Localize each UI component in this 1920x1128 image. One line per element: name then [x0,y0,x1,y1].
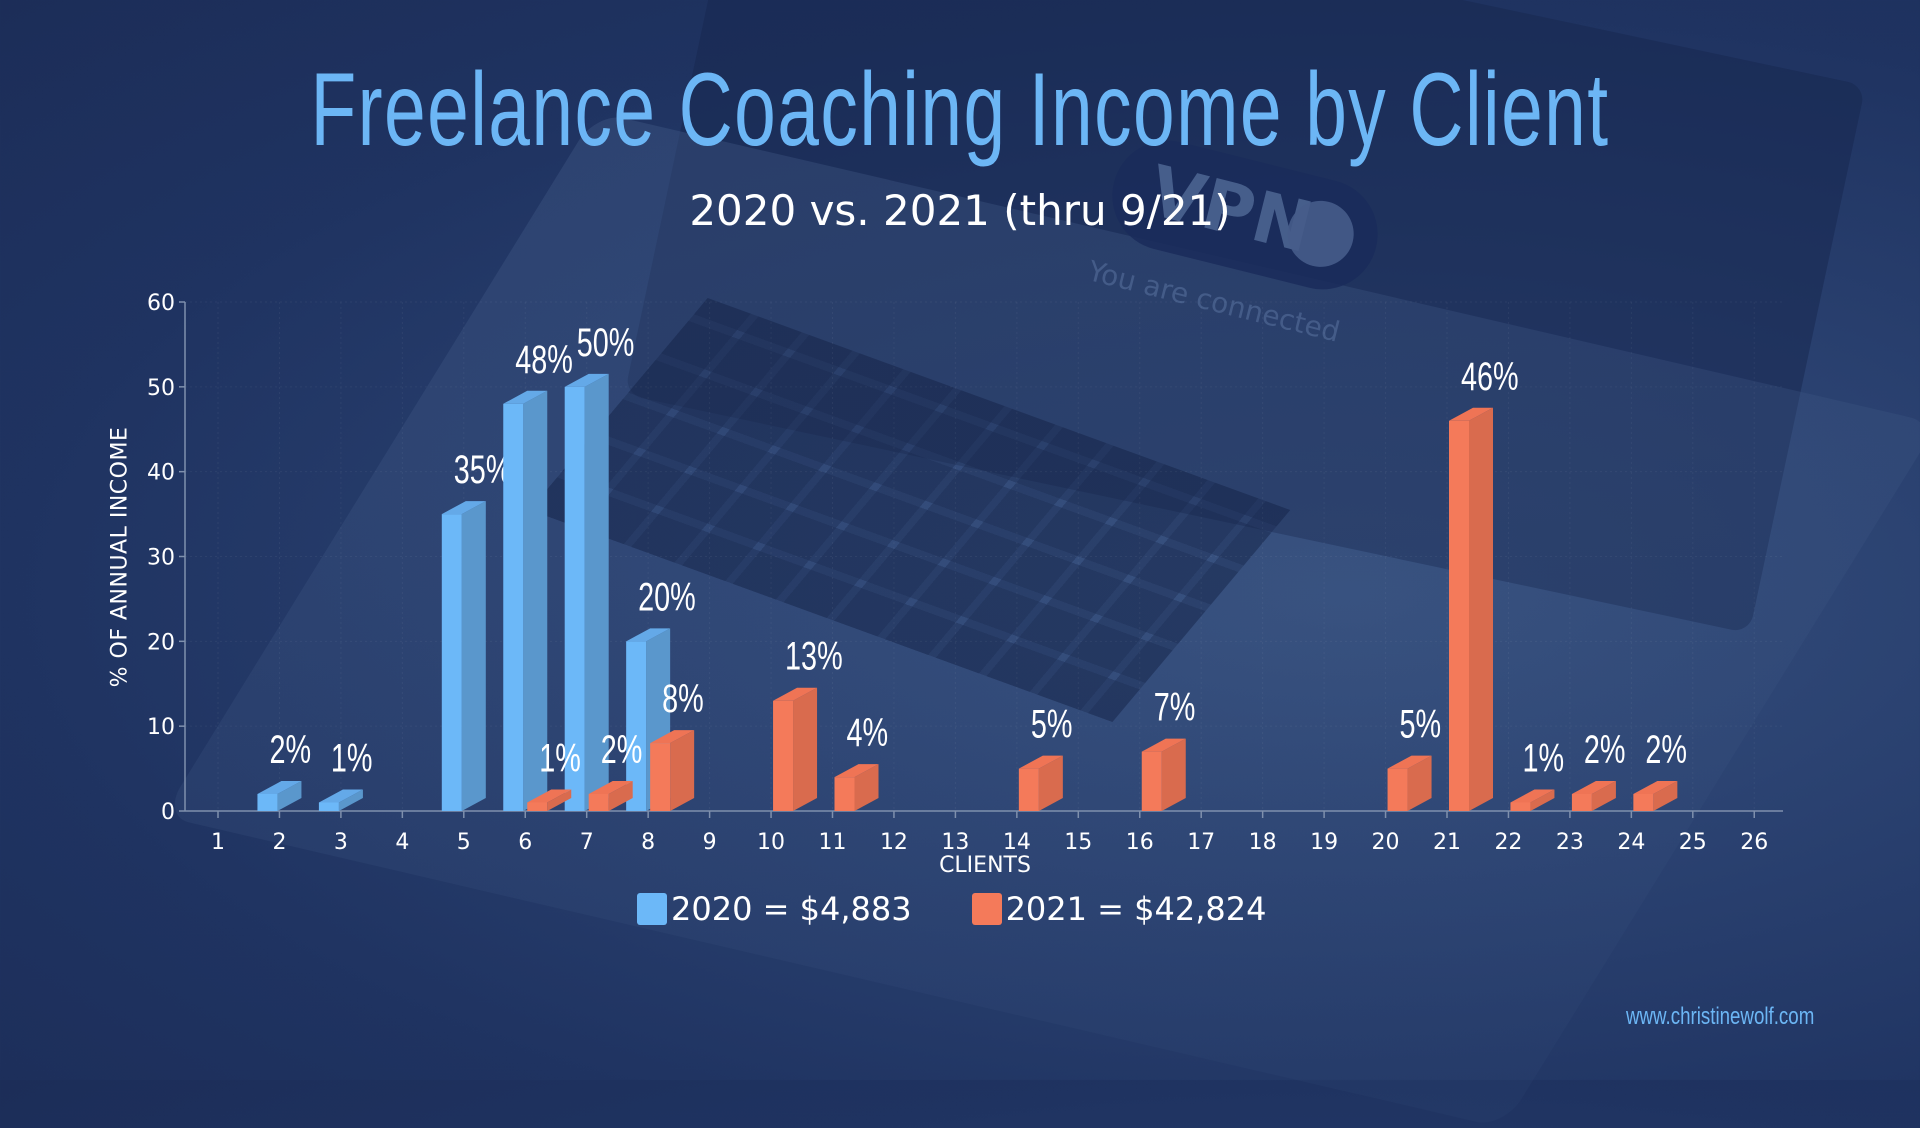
x-tick-label: 2 [272,830,286,855]
x-tick-label: 10 [757,830,785,855]
bar-2021-client-23: 2% [1571,727,1626,811]
y-tick-label: 0 [161,800,175,825]
y-tick-label: 20 [147,630,175,655]
bar-value-label: 1% [331,736,373,781]
x-tick-label: 23 [1556,830,1584,855]
x-tick-label: 8 [641,830,655,855]
bar-value-label: 48% [515,337,573,382]
bar-value-label: 2% [1645,727,1687,772]
bar-2020-client-7: 50% [564,320,635,811]
x-tick-label: 18 [1249,830,1277,855]
bar-value-label: 8% [662,677,704,722]
bar-value-label: 2% [269,727,311,772]
bar-value-label: 7% [1154,685,1196,730]
bar-2021-client-6: 1% [527,736,581,811]
bar-value-label: 2% [601,727,643,772]
x-tick-label: 22 [1494,830,1522,855]
y-axis-title: % OF ANNUAL INCOME [107,426,133,688]
bar-value-label: 13% [785,634,843,679]
x-tick-label: 6 [518,830,532,855]
x-tick-label: 11 [819,830,847,855]
website-link[interactable]: www.christinewolf.com [1626,1003,1815,1030]
bar-2021-client-8: 8% [650,677,704,811]
x-tick-label: 3 [334,830,348,855]
bar-2020-client-5: 35% [441,448,512,811]
x-axis-title: CLIENTS [939,853,1031,878]
y-tick-label: 50 [147,376,175,401]
x-tick-label: 4 [395,830,409,855]
y-tick-label: 40 [147,461,175,486]
x-tick-label: 5 [457,830,471,855]
bar-value-label: 5% [1400,702,1442,747]
bar-2020-client-6: 48% [503,337,573,811]
legend-label-2021: 2021 = $42,824 [1005,890,1267,928]
x-tick-label: 13 [941,830,969,855]
chart-title: Freelance Coaching Income by Client [310,52,1610,168]
x-tick-label: 9 [703,830,717,855]
x-tick-label: 24 [1617,830,1645,855]
bar-2021-client-24: 2% [1633,727,1687,811]
bar-2021-client-20: 5% [1387,702,1442,811]
y-tick-label: 10 [147,715,175,740]
bar-2021-client-11: 4% [834,710,889,811]
legend-label-2020: 2020 = $4,883 [671,890,912,928]
bar-2021-client-7: 2% [588,727,643,811]
x-tick-label: 25 [1679,830,1707,855]
legend-swatch-2021 [971,893,1002,925]
bar-value-label: 35% [454,448,512,493]
x-tick-label: 15 [1064,830,1092,855]
x-tick-label: 7 [580,830,594,855]
chart-legend: 2020 = $4,883 2021 = $42,824 [637,890,1326,928]
chart-subtitle: 2020 vs. 2021 (thru 9/21) [689,186,1231,235]
bar-value-label: 1% [1522,736,1564,781]
y-tick-label: 60 [147,291,175,316]
x-tick-label: 20 [1372,830,1400,855]
y-tick-label: 30 [147,546,175,571]
x-tick-label: 12 [880,830,908,855]
bar-value-label: 50% [577,320,635,365]
bar-2021-client-16: 7% [1141,685,1196,811]
bar-2021-client-10: 13% [773,634,843,811]
x-tick-label: 1 [211,830,225,855]
bar-2021-client-22: 1% [1510,736,1564,811]
bar-value-label: 2% [1584,727,1626,772]
bar-2021-client-14: 5% [1018,702,1073,811]
legend-item-2020: 2020 = $4,883 [637,890,912,928]
bar-value-label: 5% [1031,702,1073,747]
x-tick-label: 26 [1740,830,1768,855]
x-tick-label: 19 [1310,830,1338,855]
x-tick-label: 21 [1433,830,1461,855]
bar-2020-client-2: 2% [257,727,311,811]
bar-value-label: 20% [638,575,696,620]
bar-chart: 0 10 20 30 40 50 60 1 2 3 4 5 6 7 8 9 10 11 12 13 14 15 16 17 18… [107,291,1783,878]
bar-2021-client-21: 46% [1449,354,1519,811]
bar-value-label: 46% [1461,354,1519,399]
bar-value-label: 1% [539,736,581,781]
bar-value-label: 4% [847,710,889,755]
legend-item-2021: 2021 = $42,824 [971,890,1267,928]
x-tick-label: 16 [1126,830,1154,855]
bar-2020-client-3: 1% [318,736,373,811]
legend-swatch-2020 [637,893,667,925]
x-tick-label: 17 [1187,830,1215,855]
x-tick-label: 14 [1003,830,1031,855]
